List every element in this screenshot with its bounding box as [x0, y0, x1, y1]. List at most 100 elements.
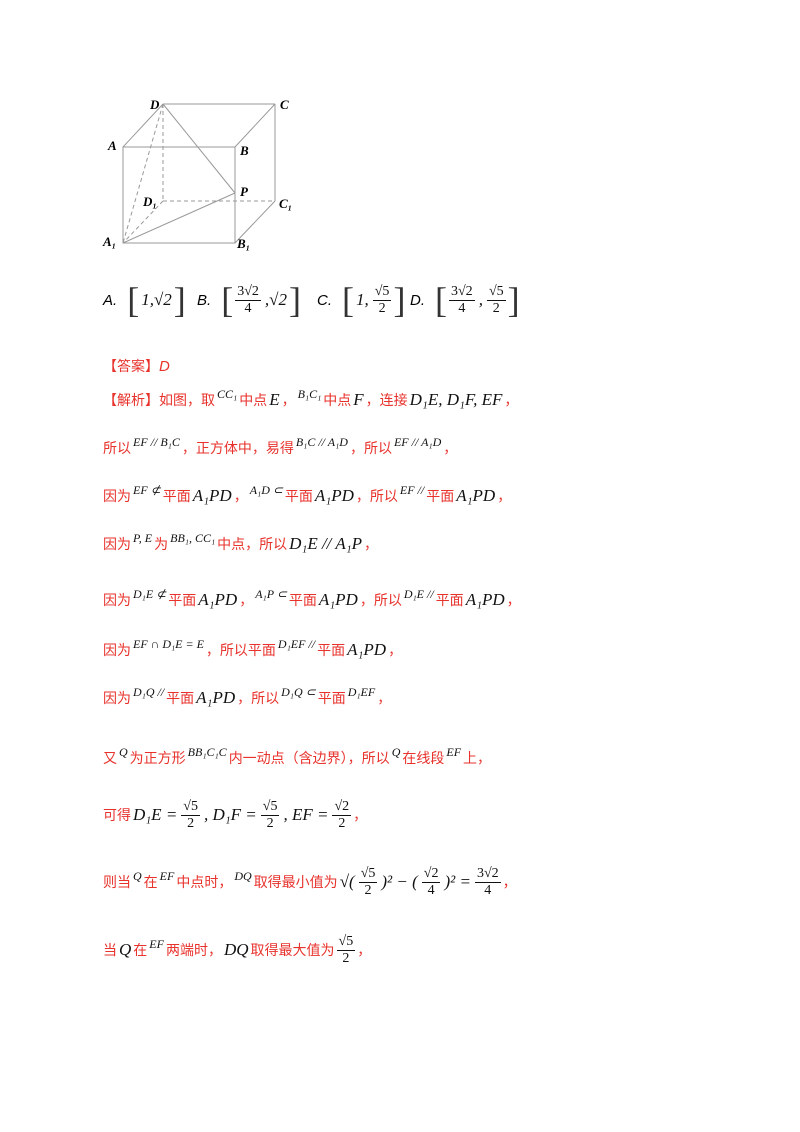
text-line: 因为 D₁Q //平面 A₁PD ，所以 D₁Q ⊂ 平面 D₁EF，	[103, 678, 391, 718]
option: D. [3√2 4, √5 2]	[410, 280, 520, 320]
red-text: ，	[388, 643, 403, 659]
red-text: 平面	[168, 593, 197, 609]
red-text: ，所以	[359, 593, 402, 609]
numerator: √2	[332, 798, 352, 816]
vertex-label: D₁	[142, 194, 157, 209]
math-text: √(	[339, 872, 355, 891]
red-text: 【答案】	[103, 359, 159, 375]
numerator: 3√2	[449, 283, 475, 301]
red-text: ，	[281, 393, 296, 409]
red-text: 因为	[103, 691, 131, 707]
vertex-label: C	[280, 97, 289, 112]
red-text: 当	[103, 943, 117, 959]
numerator: 3√2	[235, 283, 261, 301]
math-text: , EF =	[283, 805, 329, 824]
red-text: 内一动点（含边界），所以	[228, 751, 390, 767]
math-text: A₁PD	[465, 590, 505, 609]
red-text: 平面	[166, 691, 195, 707]
vertex-label: A₁	[102, 234, 116, 249]
vertex-label: D	[149, 97, 160, 112]
vertex-label: B₁	[236, 236, 250, 251]
numerator: √5	[336, 933, 356, 951]
numerator: 3√2	[474, 865, 501, 883]
small-text: A₁D ⊂	[249, 482, 283, 497]
denominator: 2	[266, 815, 274, 831]
small-text: CC₁	[217, 386, 238, 401]
red-text: 平面	[317, 691, 346, 707]
red-text: 可得	[103, 808, 131, 824]
small-text: P, E	[133, 530, 153, 545]
vertex-label: A	[107, 138, 117, 153]
numerator: √5	[486, 283, 506, 301]
red-text: ，	[353, 808, 368, 824]
math-text: DQ	[223, 940, 249, 959]
small-text: Q	[133, 868, 142, 883]
red-text: ，连接	[365, 393, 408, 409]
fraction: 3√2 4	[449, 284, 475, 317]
math-text: D₁E // A₁P	[289, 534, 363, 553]
red-text: 中点，所以	[217, 537, 288, 553]
vertex-label: P	[240, 184, 249, 199]
red-text: 【解析】如图，取	[103, 393, 215, 409]
big-text: [	[221, 280, 234, 320]
red-text: 平面	[284, 489, 313, 505]
small-text: B₁C₁	[297, 386, 322, 401]
math-text: D₁E, D₁F, EF	[409, 390, 503, 409]
red-text: 因为	[103, 489, 131, 505]
red-text: ，正方体中，易得	[181, 441, 294, 457]
denominator: 4	[458, 300, 466, 316]
fraction: √5 2	[372, 284, 392, 317]
math-text: ,√2	[264, 290, 287, 309]
math-text: F	[353, 390, 364, 409]
fraction: √2 2	[332, 798, 352, 832]
red-text: 在	[133, 943, 148, 959]
redmath-text: D	[159, 357, 170, 375]
red-text: 在线段	[402, 751, 445, 767]
small-text: Q	[119, 744, 128, 759]
small-text: D₁Q ⊂	[281, 684, 316, 699]
red-text: 中点时，	[176, 875, 233, 891]
fraction: √5 2	[486, 283, 506, 317]
small-text: EF ⊄	[133, 482, 161, 497]
vertex-label: C₁	[279, 196, 292, 211]
math-text: A₁PD	[314, 486, 354, 505]
red-text: 为	[154, 537, 169, 553]
red-text: 取得最大值为	[250, 943, 335, 959]
red-text: ，	[357, 943, 372, 959]
small-text: EF //	[399, 482, 425, 497]
red-text: 所以	[103, 441, 131, 457]
math-text: )² =	[444, 872, 471, 891]
small-text: D₁E ⊄	[133, 586, 167, 601]
math-text: A₁PD	[318, 590, 358, 609]
text-line: 可得 D₁E = √5 2, D₁F = √5 2, EF = √2 2，	[103, 795, 367, 835]
text-line: 因为 EF ⊄ 平面 A₁PD， A₁D ⊂ 平面 A₁PD ，所以 EF //平面 A₁PD，	[103, 476, 511, 516]
fraction: √2 4	[421, 865, 441, 899]
fraction: √5 2	[358, 866, 378, 899]
math-text: A₁PD	[198, 590, 238, 609]
denominator: 4	[427, 882, 435, 898]
red-text: 在	[143, 875, 158, 891]
red-text: 因为	[103, 643, 131, 659]
small-text: EF	[159, 868, 175, 883]
opt-text: C.	[317, 291, 332, 309]
red-text: 平面	[288, 593, 317, 609]
small-text: EF	[446, 744, 462, 759]
big-text: ]	[507, 280, 520, 320]
big-text: [	[342, 280, 354, 320]
small-text: EF	[149, 936, 164, 951]
fraction: 3√2 4	[235, 284, 261, 317]
red-text: 两端时，	[165, 943, 222, 959]
text-line: 因为 EF ∩ D₁E = E ，所以平面 D₁EF //平面 A₁PD，	[103, 630, 402, 670]
red-text: ，	[502, 875, 517, 891]
fraction: √5 2	[336, 933, 356, 967]
math-text: Q	[119, 940, 132, 959]
denominator: 2	[187, 815, 195, 831]
numerator: √2	[421, 865, 441, 883]
numerator: √5	[181, 798, 200, 816]
red-text: 平面	[426, 489, 455, 505]
cube-edges	[122, 103, 276, 244]
small-text: B₁C // A₁D	[295, 434, 348, 449]
denominator: 4	[484, 882, 492, 898]
small-text: D₁EF	[347, 684, 376, 699]
text-line: 所以 EF // B₁C ，正方体中，易得 B₁C // A₁D ，所以 EF // A₁…	[103, 428, 457, 468]
